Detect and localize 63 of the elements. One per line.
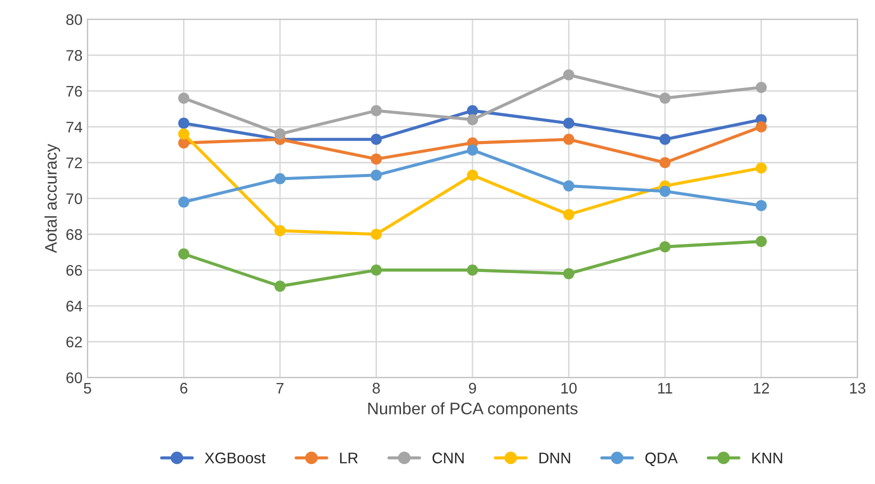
- y-tick-label: 76: [66, 86, 82, 97]
- point: [659, 186, 671, 197]
- point: [756, 162, 767, 174]
- y-tick-label: 64: [66, 300, 82, 312]
- y-axis-title: Aotal accuracy: [44, 144, 60, 254]
- x-tick-label: 10: [561, 382, 577, 394]
- point: [370, 264, 382, 276]
- y-tick-label: 78: [66, 50, 82, 61]
- x-tick-label: 8: [372, 382, 380, 394]
- x-tick-label: 11: [658, 382, 672, 394]
- x-tick-label: 5: [84, 382, 92, 394]
- legend-label: XGBoost: [204, 452, 266, 464]
- point: [466, 114, 478, 126]
- x-tick-label: 12: [754, 382, 769, 394]
- point: [370, 228, 382, 240]
- point: [563, 268, 574, 280]
- x-tick-label: 13: [850, 382, 866, 394]
- y-tick-label: 74: [66, 122, 82, 132]
- point: [178, 118, 190, 129]
- point: [178, 128, 190, 140]
- y-tick-label: 72: [66, 157, 82, 168]
- point: [756, 236, 767, 247]
- point: [756, 82, 767, 93]
- y-tick-label: 70: [66, 193, 82, 204]
- point: [370, 134, 382, 145]
- point: [756, 200, 767, 212]
- point: [370, 170, 382, 181]
- point: [563, 209, 574, 220]
- point: [659, 241, 671, 252]
- point: [756, 121, 767, 132]
- point: [274, 128, 286, 140]
- y-tick-label: 80: [66, 14, 82, 26]
- x-axis-title: Number of PCA components: [368, 402, 578, 418]
- point: [563, 69, 574, 80]
- point: [659, 92, 671, 104]
- y-tick-label: 66: [66, 264, 82, 276]
- point: [466, 144, 478, 156]
- x-tick-label: 6: [180, 382, 188, 394]
- y-tick-label: 68: [66, 229, 82, 240]
- legend-label: LR: [340, 452, 358, 464]
- legend-label: DNN: [539, 452, 570, 464]
- point: [178, 248, 190, 260]
- legend-label: QDA: [645, 452, 678, 466]
- point: [370, 153, 382, 165]
- legend-label: CNN: [432, 452, 464, 464]
- point: [563, 118, 574, 129]
- point: [466, 264, 478, 276]
- point: [563, 180, 574, 192]
- legend-label: KNN: [752, 452, 782, 464]
- point: [466, 170, 478, 181]
- point: [370, 105, 382, 116]
- point: [178, 196, 190, 208]
- point: [659, 157, 671, 168]
- point: [274, 173, 286, 184]
- point: [563, 134, 574, 145]
- x-tick-label: 9: [468, 382, 476, 394]
- y-tick-label: 60: [66, 372, 82, 384]
- point: [659, 134, 671, 145]
- point: [274, 225, 286, 236]
- y-tick-label: 62: [66, 336, 82, 348]
- point: [178, 92, 190, 104]
- x-tick-label: 7: [276, 382, 284, 394]
- point: [274, 280, 286, 292]
